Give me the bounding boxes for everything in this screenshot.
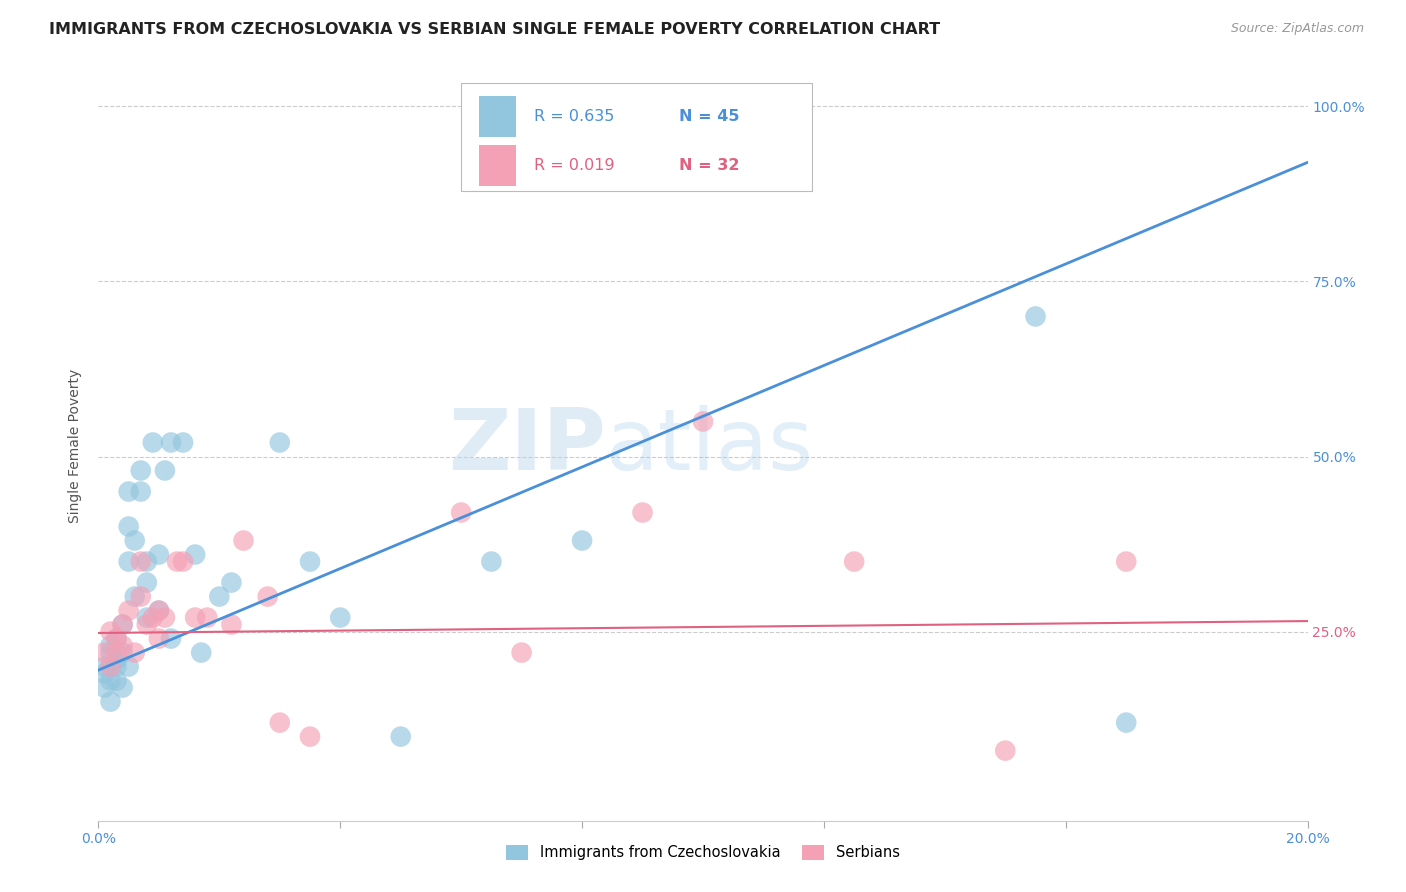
Text: R = 0.635: R = 0.635 [534, 109, 614, 124]
Point [329, 610, 352, 624]
Point [135, 610, 157, 624]
Point [135, 555, 157, 569]
Point [100, 695, 122, 709]
Point [172, 555, 194, 569]
Point [100, 659, 122, 673]
Point [184, 610, 207, 624]
Point [269, 715, 291, 730]
Point [105, 646, 128, 660]
Point [129, 484, 152, 499]
Point [153, 463, 176, 477]
Point [1115, 715, 1137, 730]
Point [148, 603, 170, 617]
Point [93, 659, 115, 673]
Point [129, 590, 152, 604]
Point [208, 590, 231, 604]
Text: ZIP: ZIP [449, 404, 606, 488]
Text: N = 32: N = 32 [679, 158, 740, 173]
Point [124, 646, 146, 660]
Point [124, 533, 146, 548]
Point [100, 673, 122, 688]
FancyBboxPatch shape [461, 83, 811, 191]
Point [1115, 555, 1137, 569]
Point [105, 632, 128, 646]
FancyBboxPatch shape [479, 145, 516, 186]
Point [256, 590, 278, 604]
Point [269, 435, 291, 450]
Point [232, 533, 254, 548]
Point [190, 646, 212, 660]
Point [166, 555, 188, 569]
Point [135, 617, 157, 632]
Point [118, 603, 141, 617]
Point [481, 555, 503, 569]
Point [994, 743, 1017, 757]
Point [118, 659, 141, 673]
Point [111, 617, 134, 632]
Point [118, 519, 141, 533]
Text: Source: ZipAtlas.com: Source: ZipAtlas.com [1230, 22, 1364, 36]
Point [111, 639, 134, 653]
Point [105, 652, 128, 666]
Point [93, 681, 115, 695]
Point [142, 610, 165, 624]
Point [299, 555, 322, 569]
Point [160, 632, 183, 646]
Point [100, 639, 122, 653]
Point [571, 533, 593, 548]
Point [1024, 310, 1046, 324]
Point [100, 659, 122, 673]
Point [160, 435, 183, 450]
Point [100, 646, 122, 660]
Point [105, 673, 128, 688]
Point [129, 555, 152, 569]
Point [124, 590, 146, 604]
Point [111, 681, 134, 695]
Point [111, 617, 134, 632]
Point [135, 575, 157, 590]
Point [105, 632, 128, 646]
Text: N = 45: N = 45 [679, 109, 740, 124]
Point [195, 610, 218, 624]
Point [105, 659, 128, 673]
Point [221, 575, 243, 590]
Text: IMMIGRANTS FROM CZECHOSLOVAKIA VS SERBIAN SINGLE FEMALE POVERTY CORRELATION CHAR: IMMIGRANTS FROM CZECHOSLOVAKIA VS SERBIA… [49, 22, 941, 37]
Point [148, 603, 170, 617]
Point [148, 548, 170, 562]
Point [153, 610, 176, 624]
Point [118, 555, 141, 569]
Point [111, 646, 134, 660]
Point [844, 555, 866, 569]
Point [100, 624, 122, 639]
Text: R = 0.019: R = 0.019 [534, 158, 614, 173]
Point [389, 730, 412, 744]
Point [93, 666, 115, 681]
FancyBboxPatch shape [479, 96, 516, 137]
Point [184, 548, 207, 562]
Point [692, 415, 714, 429]
Point [93, 646, 115, 660]
Legend: Immigrants from Czechoslovakia, Serbians: Immigrants from Czechoslovakia, Serbians [501, 838, 905, 866]
Y-axis label: Single Female Poverty: Single Female Poverty [69, 369, 83, 523]
Point [129, 463, 152, 477]
Point [631, 506, 654, 520]
Point [221, 617, 243, 632]
Point [510, 646, 533, 660]
Point [142, 435, 165, 450]
Point [148, 632, 170, 646]
Point [299, 730, 322, 744]
Point [172, 435, 194, 450]
Point [450, 506, 472, 520]
Text: atlas: atlas [606, 404, 814, 488]
Point [118, 484, 141, 499]
